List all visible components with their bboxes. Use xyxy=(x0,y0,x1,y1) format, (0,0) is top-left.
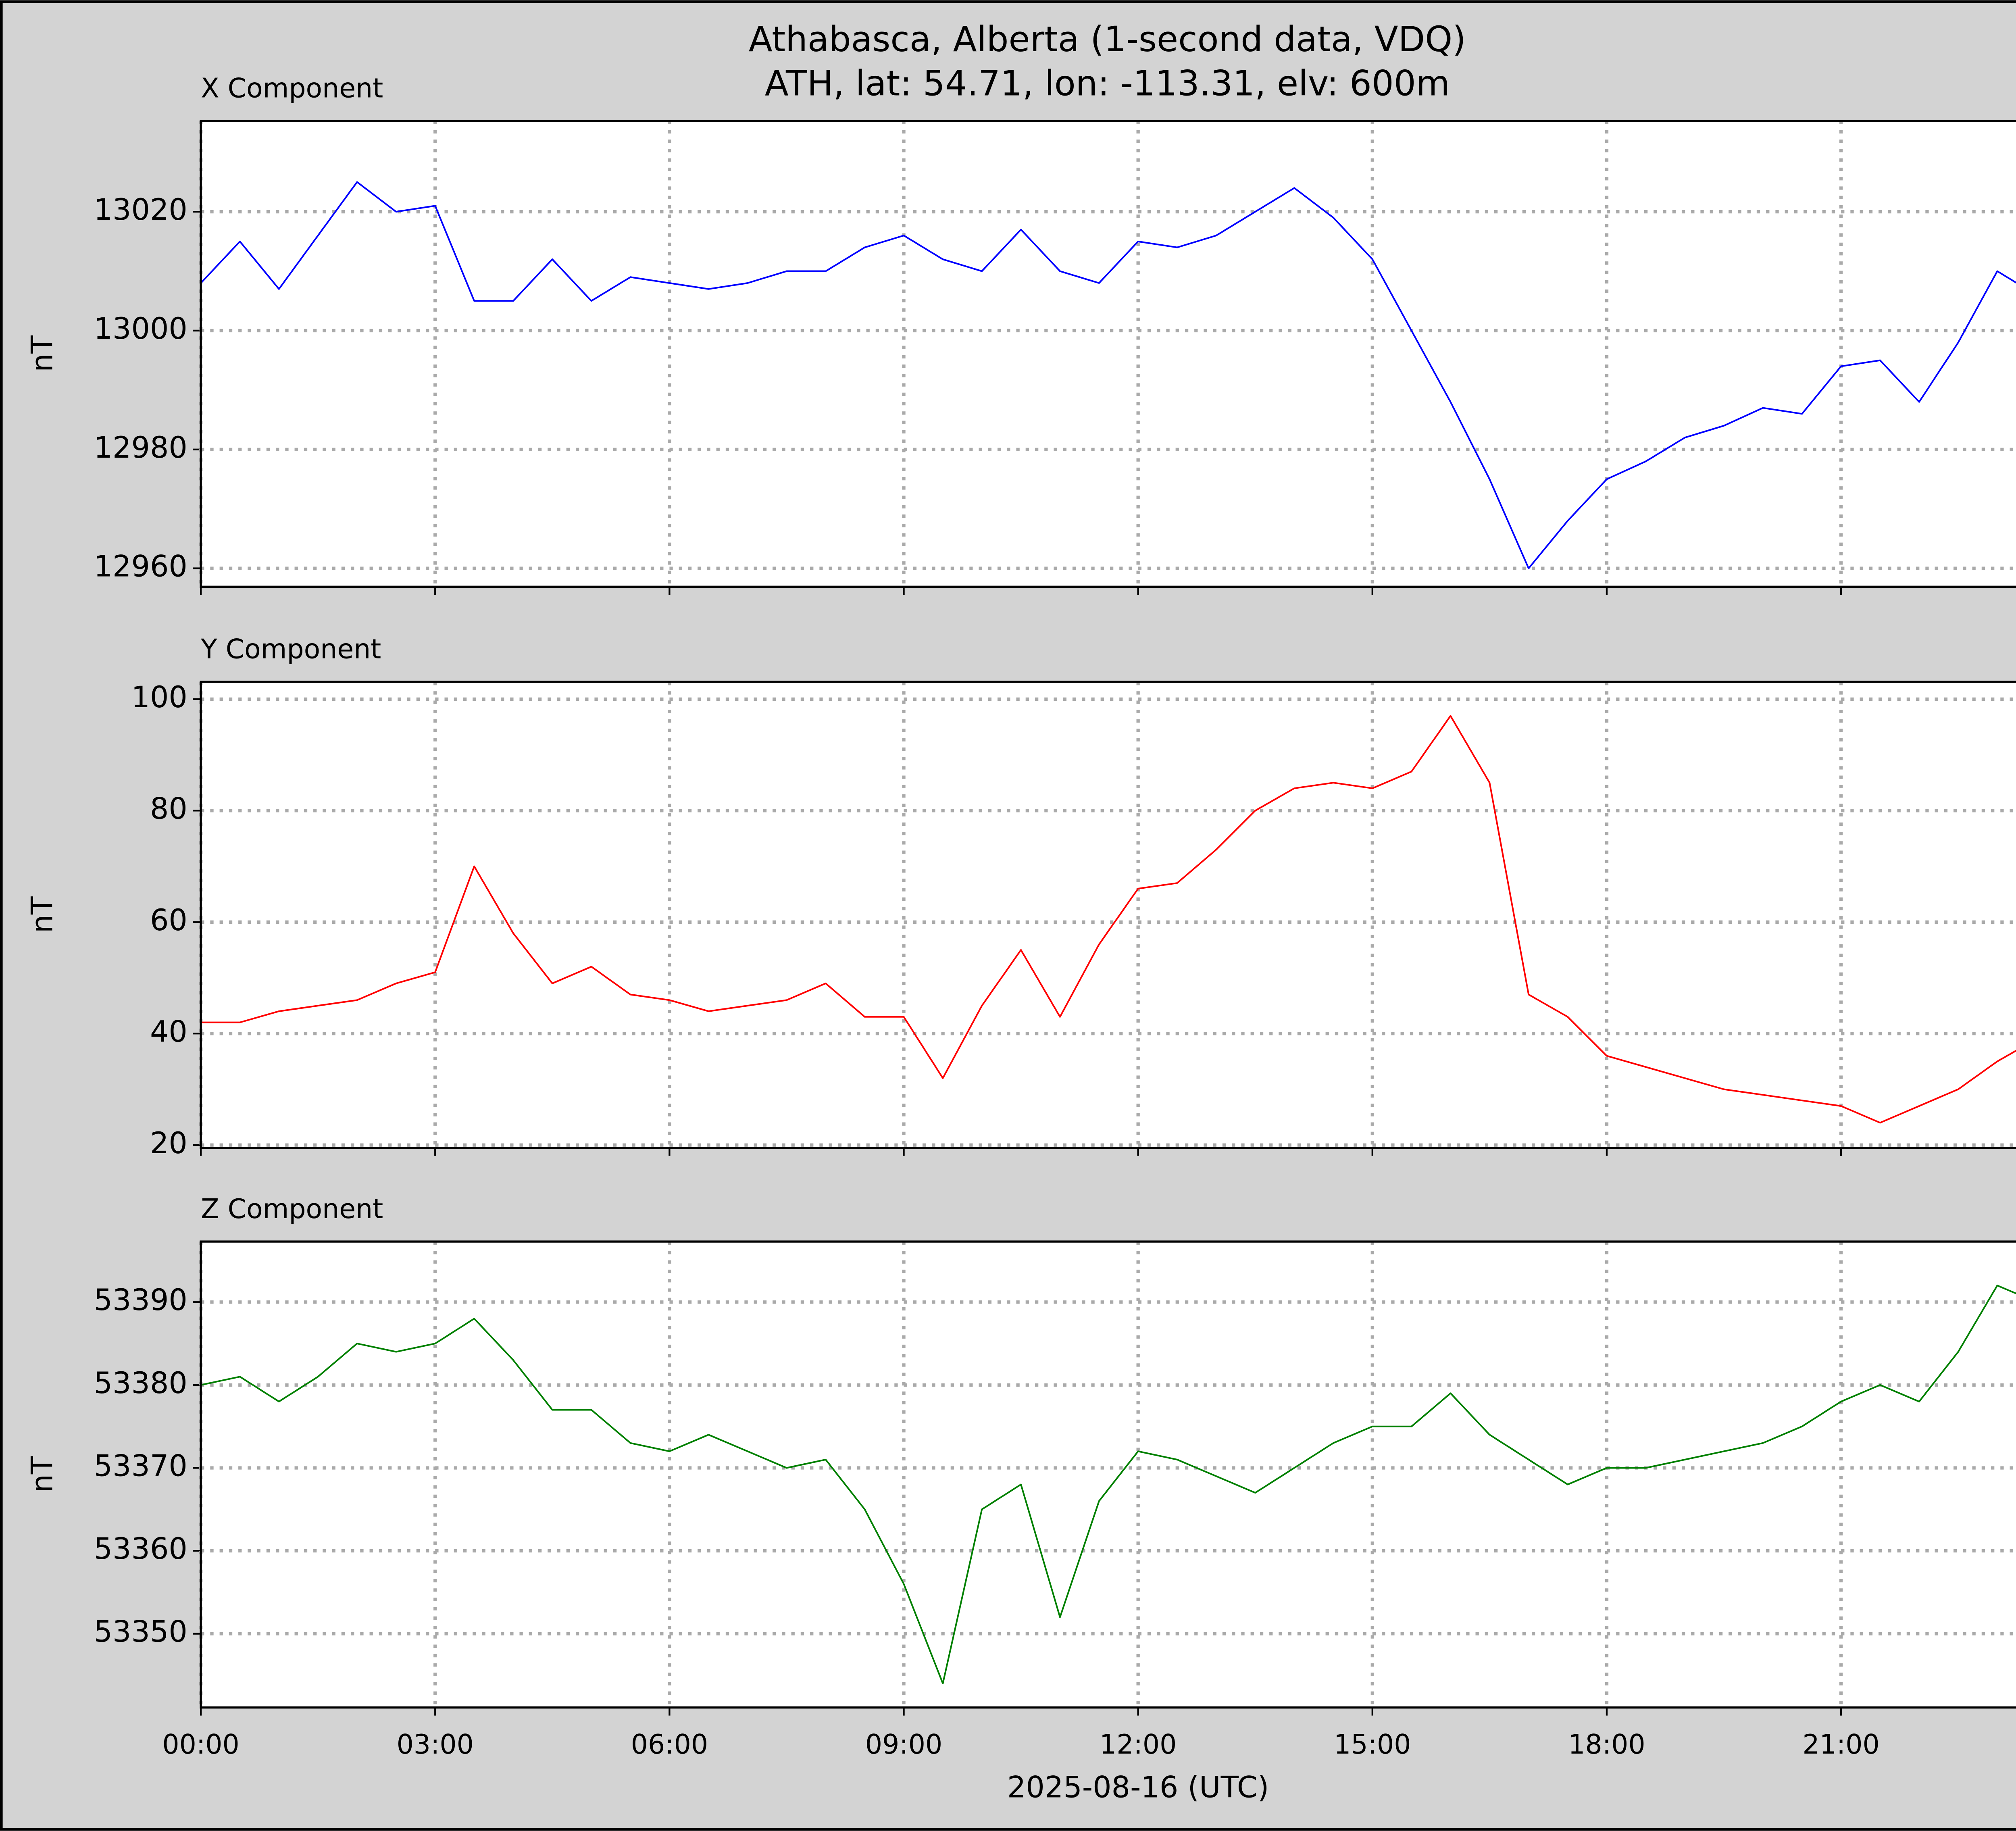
y-axis-label: nT xyxy=(25,335,60,372)
panel-title: Y Component xyxy=(200,633,381,665)
y-tick-label: 53350 xyxy=(94,1615,187,1649)
y-axis-label: nT xyxy=(25,896,60,933)
data-line xyxy=(200,1285,2016,1685)
y-tick-label: 20 xyxy=(150,1126,187,1160)
y-tick-label: 13020 xyxy=(94,193,187,227)
y-tick-label: 12980 xyxy=(94,431,187,465)
y-tick-label: 60 xyxy=(150,903,187,937)
figure-subtitle: ATH, lat: 54.71, lon: -113.31, elv: 600m xyxy=(765,64,1450,104)
y-tick-label: 13000 xyxy=(94,312,187,346)
y-tick-label: 53390 xyxy=(94,1283,187,1317)
x-tick-label: 09:00 xyxy=(865,1729,942,1760)
plot-area xyxy=(201,1241,2016,1708)
plot-frame xyxy=(200,119,2016,588)
y-tick-label: 40 xyxy=(150,1014,187,1049)
x-tick-label: 18:00 xyxy=(1568,1729,1645,1760)
plot-frame xyxy=(200,681,2016,1149)
x-tick-label: 12:00 xyxy=(1100,1729,1177,1760)
x-tick-label: 15:00 xyxy=(1334,1729,1411,1760)
x-tick-label: 03:00 xyxy=(397,1729,474,1760)
x-tick-label: 21:00 xyxy=(1802,1729,1879,1760)
data-line xyxy=(200,181,2016,569)
y-tick-label: 80 xyxy=(150,792,187,826)
figure-title: Athabasca, Alberta (1-second data, VDQ) xyxy=(749,19,1466,60)
plot-frame xyxy=(200,1240,2016,1709)
x-tick-label: 06:00 xyxy=(631,1729,708,1760)
data-line xyxy=(201,715,2016,1124)
y-tick-label: 53380 xyxy=(94,1366,187,1400)
x-axis-label: 2025-08-16 (UTC) xyxy=(1007,1770,1269,1804)
plot-area xyxy=(201,121,2016,587)
y-axis-label: nT xyxy=(25,1456,60,1493)
y-tick-label: 53370 xyxy=(94,1449,187,1483)
x-tick-label: 00:00 xyxy=(162,1729,239,1760)
plot-area xyxy=(201,682,2016,1148)
y-tick-label: 53360 xyxy=(94,1532,187,1566)
y-tick-label: 100 xyxy=(131,680,187,714)
y-tick-label: 12960 xyxy=(94,550,187,584)
panel-title: X Component xyxy=(201,72,383,104)
panel-title: Z Component xyxy=(201,1193,383,1225)
